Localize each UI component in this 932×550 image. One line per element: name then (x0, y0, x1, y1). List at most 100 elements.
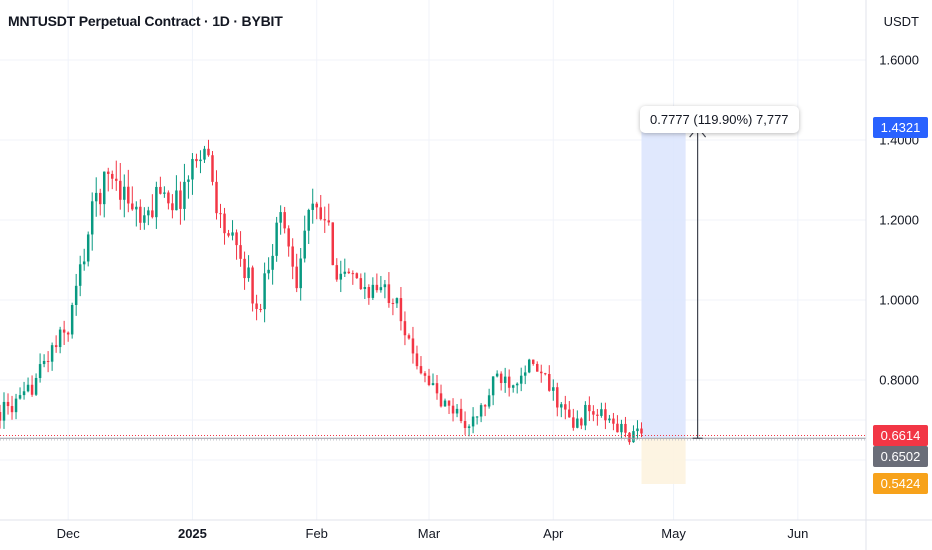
candle (608, 414, 611, 423)
candle (319, 194, 322, 221)
candle-body (211, 155, 214, 182)
candle (487, 388, 491, 409)
candle-body (34, 377, 38, 395)
candle (275, 216, 278, 262)
candle (576, 410, 579, 429)
candle (127, 169, 130, 213)
candle-body (604, 409, 607, 421)
candle-body (155, 186, 158, 218)
candle-body (636, 428, 639, 432)
candle (491, 376, 495, 406)
candle-body (495, 373, 499, 377)
candle (70, 302, 74, 339)
candle (2, 392, 6, 429)
candle-body (395, 298, 399, 304)
candle-body (580, 418, 583, 426)
candle (515, 382, 519, 394)
candle (363, 272, 367, 299)
candle-body (271, 255, 274, 270)
candle-body (163, 192, 166, 194)
candle (191, 153, 194, 195)
candle-body (387, 284, 391, 304)
x-axis[interactable]: Dec 2025 Feb Mar Apr May Jun (0, 519, 932, 541)
candle (259, 303, 262, 313)
candle (62, 320, 66, 346)
candle (435, 374, 439, 400)
candle-body (243, 258, 246, 279)
candle (0, 404, 2, 429)
candle (411, 326, 415, 364)
candle-body (115, 178, 118, 181)
candle-body (66, 332, 70, 335)
candle-body (507, 376, 511, 388)
candle-body (556, 387, 559, 408)
candle-body (263, 273, 266, 310)
candle-body (560, 404, 563, 408)
candle (303, 215, 306, 263)
candle (580, 417, 583, 430)
candle-body (74, 285, 78, 306)
candle (331, 222, 335, 266)
candle (379, 275, 383, 293)
candle-body (572, 417, 575, 428)
candle (283, 206, 286, 234)
candle (327, 203, 331, 226)
candle-body (592, 411, 595, 415)
candle (339, 260, 343, 293)
candle-body (632, 431, 635, 443)
candle (102, 171, 106, 218)
candle-body (427, 375, 431, 386)
candle-body (311, 203, 314, 210)
candle-body (147, 210, 150, 216)
candle-body (347, 271, 351, 274)
candle (267, 257, 270, 280)
x-tick-label: Mar (418, 526, 441, 541)
candle (223, 207, 226, 245)
candle-body (331, 222, 335, 266)
candle-body (351, 273, 355, 275)
candle (475, 416, 479, 425)
candle (131, 186, 134, 211)
candle-body (564, 404, 567, 410)
measure-range-below (641, 438, 686, 484)
candle-body (46, 360, 50, 362)
candle (219, 203, 222, 229)
candle-body (135, 206, 138, 210)
candle (195, 153, 198, 168)
candle (66, 331, 70, 342)
candle-body (339, 273, 343, 280)
candle (471, 407, 475, 434)
candle-body (283, 212, 286, 229)
candle (572, 408, 575, 431)
candle (552, 379, 555, 401)
candle-body (371, 284, 375, 298)
candle-body (375, 284, 379, 291)
candle (119, 162, 122, 210)
candle (135, 201, 138, 227)
candle (467, 424, 471, 437)
candle (111, 170, 114, 190)
candle (151, 194, 154, 219)
target-price-label: 1.4321 (873, 116, 928, 138)
candle (403, 311, 407, 346)
candle-body (6, 401, 10, 407)
candle (387, 272, 391, 308)
candle (431, 373, 435, 386)
currency-label[interactable]: USDT (883, 14, 919, 29)
candle (347, 268, 351, 275)
candle-body (568, 409, 571, 418)
candle-body (22, 391, 26, 396)
candle-body (171, 203, 174, 211)
candle (74, 273, 78, 316)
candle (612, 412, 615, 431)
candle-body (624, 423, 627, 433)
candle (34, 373, 38, 397)
candle (495, 370, 499, 378)
candle-body (419, 366, 423, 374)
candle (215, 170, 218, 220)
candle (18, 387, 22, 400)
candle-body (231, 232, 234, 236)
candle-body (483, 405, 487, 407)
